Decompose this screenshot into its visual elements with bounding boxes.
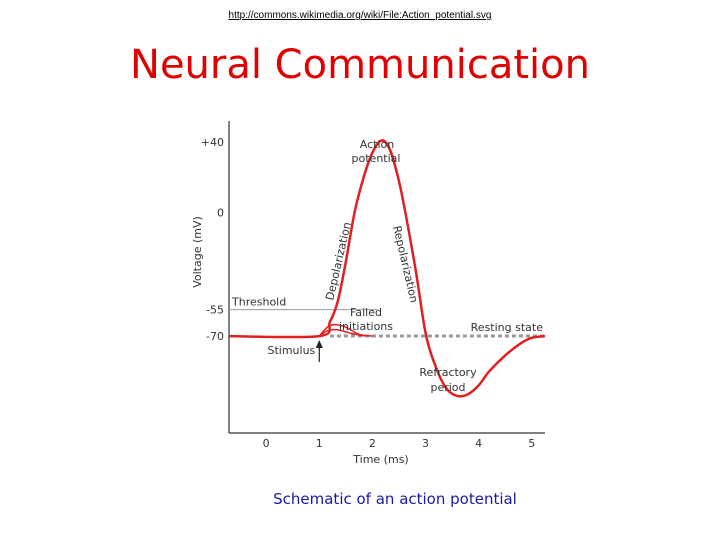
y-tick-label: -70 <box>206 330 224 343</box>
depolarization-label: Depolarization <box>323 221 354 302</box>
y-tick-label: 0 <box>217 207 224 220</box>
stimulus-arrow-head <box>315 340 323 349</box>
x-tick-label: 5 <box>528 437 535 450</box>
refractory-period-label-line2: period <box>430 381 465 394</box>
stimulus-label: Stimulus <box>267 344 315 357</box>
repolarization-label: Repolarization <box>390 224 420 304</box>
slide-title: Neural Communication <box>130 42 590 88</box>
failed-initiation-curve <box>318 328 365 337</box>
curves <box>228 139 546 398</box>
source-url-link[interactable]: http://commons.wikimedia.org/wiki/File:A… <box>228 10 492 21</box>
resting-state-label: Resting state <box>471 321 544 334</box>
x-tick-label: 4 <box>475 437 482 450</box>
x-tick-label: 0 <box>263 437 270 450</box>
x-tick-label: 3 <box>422 437 429 450</box>
x-axis-title: Time (ms) <box>352 453 408 466</box>
y-tick-label: -55 <box>206 304 224 317</box>
x-tick-label: 2 <box>369 437 376 450</box>
failed-initiations-label-line1: Failed <box>350 306 382 319</box>
refractory-period-label-line1: Refractory <box>419 366 477 379</box>
action-potential-curve <box>228 139 546 398</box>
axes <box>228 121 545 434</box>
tick-labels: 0 1 2 3 4 5 +40 0 -55 -70 Time (ms) Voltage (mV) <box>191 136 535 466</box>
action-potential-label-line2: potential <box>352 152 401 165</box>
failed-initiations-label-line2: initiations <box>339 320 393 333</box>
threshold-label: Threshold <box>231 296 286 309</box>
y-axis-title: Voltage (mV) <box>191 216 204 288</box>
chart-caption: Schematic of an action potential <box>273 490 517 508</box>
y-tick-label: +40 <box>201 136 224 149</box>
x-tick-label: 1 <box>316 437 323 450</box>
action-potential-label-line1: Action <box>360 138 394 151</box>
